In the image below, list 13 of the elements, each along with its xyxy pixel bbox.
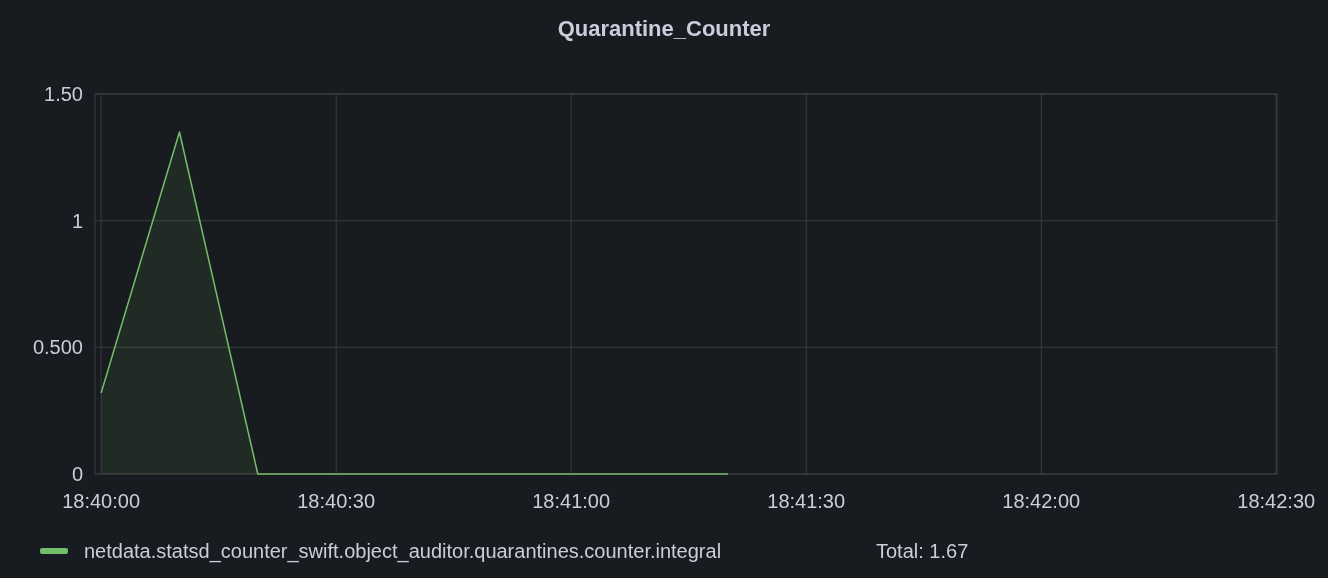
y-tick-label: 1.50 [44, 83, 83, 105]
x-tick-label: 18:42:30 [1237, 490, 1316, 512]
y-tick-label: 1 [71, 209, 83, 232]
y-tick-label: 0 [71, 463, 83, 485]
chart-title: Quarantine_Counter [557, 16, 771, 41]
y-tick-label: 0.500 [32, 336, 83, 359]
x-tick-label: 18:40:30 [297, 490, 376, 512]
legend-label: netdata.statsd_counter_swift.object_auditor.quarantines.counter.integral [84, 540, 722, 563]
x-tick-label: 18:42:00 [1002, 490, 1081, 512]
x-tick-label: 18:41:30 [767, 490, 846, 512]
x-tick-label: 18:40:00 [62, 490, 141, 512]
text: Total: 1.67 [876, 540, 969, 562]
x-tick-label: 18:41:00 [532, 490, 611, 512]
